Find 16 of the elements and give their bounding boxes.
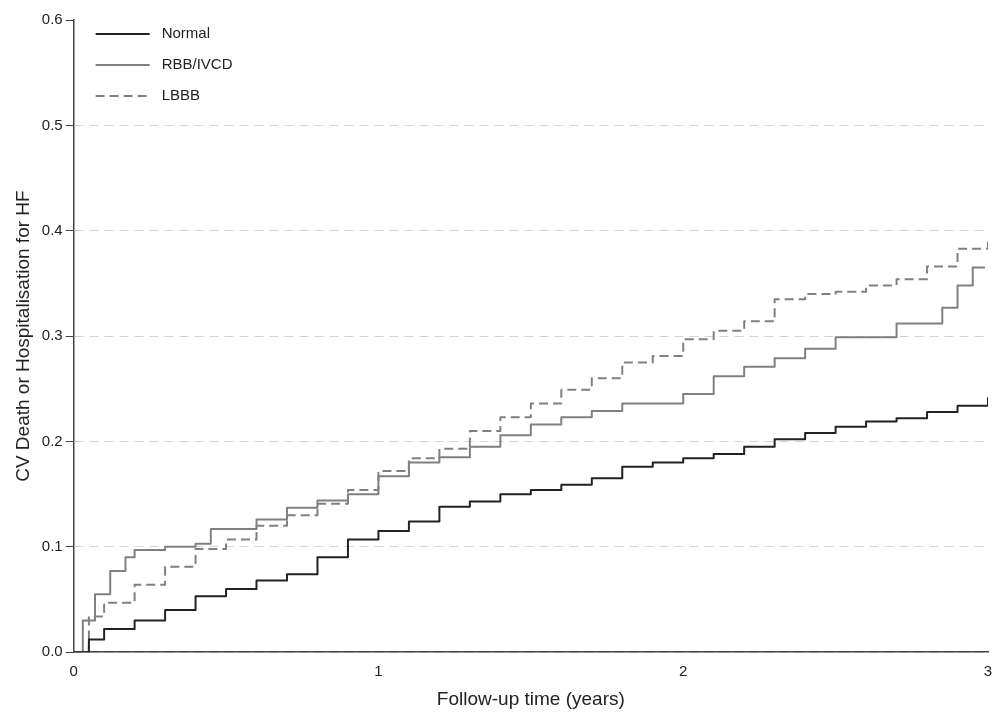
legend-label: RBB/IVCD bbox=[161, 55, 233, 73]
y-axis-title: CV Death or Hospitalisation for HF bbox=[11, 190, 33, 482]
y-tick-label: 0.4 bbox=[41, 220, 63, 238]
y-tick-label: 0.3 bbox=[41, 326, 63, 344]
x-tick-label: 3 bbox=[983, 662, 993, 680]
y-tick-label: 0.1 bbox=[41, 536, 63, 554]
legend-label: Normal bbox=[161, 24, 210, 42]
legend-label: LBBB bbox=[161, 86, 201, 104]
x-tick-label: 0 bbox=[69, 662, 78, 680]
x-tick-label: 2 bbox=[679, 662, 688, 680]
x-tick-label: 1 bbox=[374, 662, 383, 680]
x-axis-title: Follow-up time (years) bbox=[436, 687, 625, 709]
y-tick-label: 0.2 bbox=[41, 431, 63, 449]
y-tick-label: 0.6 bbox=[41, 10, 63, 28]
y-tick-label: 0.0 bbox=[41, 642, 63, 660]
y-tick-label: 0.5 bbox=[41, 115, 63, 133]
